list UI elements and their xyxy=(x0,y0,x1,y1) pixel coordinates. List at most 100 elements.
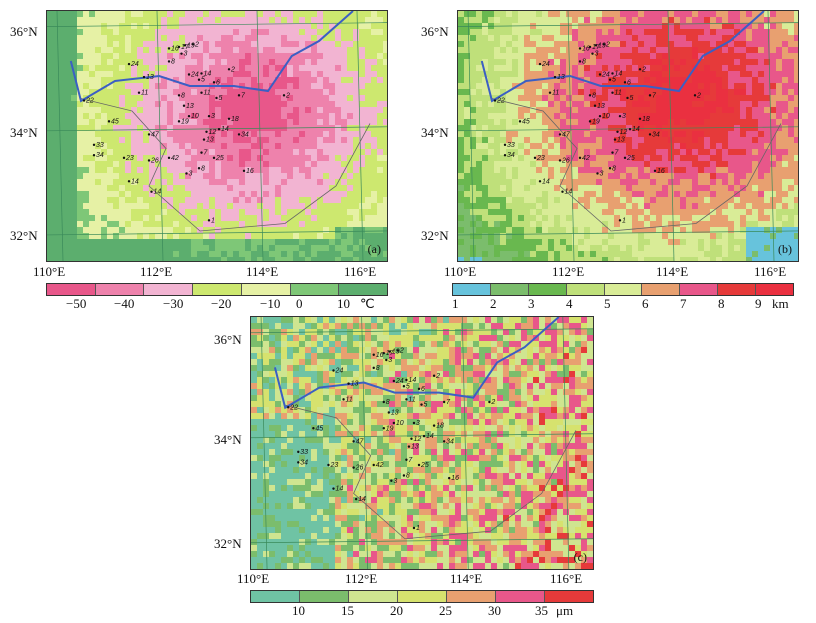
field-cell xyxy=(47,125,54,132)
field-cell xyxy=(536,161,543,168)
field-cell xyxy=(239,251,246,258)
field-cell xyxy=(530,179,537,186)
field-cell xyxy=(596,47,603,54)
station-label: 8 xyxy=(181,92,185,99)
field-cell xyxy=(752,227,759,234)
colorbar-tick: −30 xyxy=(163,296,184,311)
field-cell xyxy=(584,95,591,102)
field-cell xyxy=(173,221,180,228)
field-cell xyxy=(698,179,705,186)
field-cell xyxy=(614,89,621,96)
field-cell xyxy=(458,83,465,90)
field-cell xyxy=(173,209,180,216)
field-cell xyxy=(65,167,72,174)
field-cell xyxy=(698,245,705,252)
field-cell xyxy=(722,173,729,180)
field-cell xyxy=(488,41,495,48)
field-cell xyxy=(383,191,387,198)
field-cell xyxy=(518,149,525,156)
field-cell xyxy=(83,215,90,222)
field-cell xyxy=(782,251,789,258)
field-cell xyxy=(227,215,234,222)
field-cell xyxy=(686,251,693,258)
field-cell xyxy=(341,125,348,132)
field-cell xyxy=(251,137,258,144)
field-cell xyxy=(215,35,222,42)
field-cell xyxy=(65,11,72,18)
field-cell xyxy=(179,29,186,36)
field-cell xyxy=(716,155,723,162)
field-cell xyxy=(740,107,747,114)
field-cell xyxy=(131,227,138,234)
field-cell xyxy=(131,65,138,72)
field-cell xyxy=(77,209,84,216)
field-cell xyxy=(752,131,759,138)
field-cell xyxy=(776,47,783,54)
field-cell xyxy=(197,41,204,48)
field-cell xyxy=(530,197,537,204)
field-cell xyxy=(632,71,639,78)
field-cell xyxy=(377,53,384,60)
field-cell xyxy=(674,137,681,144)
field-cell xyxy=(131,191,138,198)
field-cell xyxy=(101,167,108,174)
field-cell xyxy=(584,23,591,30)
field-cell xyxy=(329,125,336,132)
field-cell xyxy=(764,257,771,261)
field-cell xyxy=(512,89,519,96)
field-cell xyxy=(179,251,186,258)
field-cell xyxy=(710,119,717,126)
field-cell xyxy=(524,89,531,96)
field-cell xyxy=(788,119,795,126)
field-cell xyxy=(608,17,615,24)
field-cell xyxy=(458,119,465,126)
field-cell xyxy=(638,11,645,18)
field-cell xyxy=(722,251,729,258)
field-cell xyxy=(764,251,771,258)
field-cell xyxy=(47,101,54,108)
field-cell xyxy=(149,215,156,222)
field-cell xyxy=(536,239,543,246)
field-cell xyxy=(524,173,531,180)
field-cell xyxy=(197,251,204,258)
field-cell xyxy=(488,221,495,228)
field-cell xyxy=(377,125,384,132)
field-cell xyxy=(293,119,300,126)
field-cell xyxy=(305,95,312,102)
field-cell xyxy=(239,203,246,210)
field-cell xyxy=(584,71,591,78)
field-cell xyxy=(584,101,591,108)
field-cell xyxy=(536,119,543,126)
field-cell xyxy=(728,191,735,198)
panel-b: 16 17 19 2 3 8 24 13 24 14 11 5 6 2 22 8 11 5 7 2 13 10 3 19 12 1… xyxy=(412,0,816,311)
field-cell xyxy=(59,11,66,18)
field-cell xyxy=(680,11,687,18)
field-cell xyxy=(59,245,66,252)
field-cell xyxy=(560,65,567,72)
field-cell xyxy=(365,95,372,102)
field-cell xyxy=(650,35,657,42)
colorbar-tick: −40 xyxy=(114,296,135,311)
field-cell xyxy=(83,239,90,246)
field-cell xyxy=(89,113,96,120)
field-cell xyxy=(572,53,579,60)
field-cell xyxy=(584,251,591,258)
field-cell xyxy=(494,197,501,204)
field-cell xyxy=(674,77,681,84)
field-cell xyxy=(347,251,354,258)
field-cell xyxy=(470,29,477,36)
field-cell xyxy=(119,191,126,198)
field-cell xyxy=(143,233,150,240)
field-cell xyxy=(353,167,360,174)
field-cell xyxy=(335,149,342,156)
field-cell xyxy=(722,143,729,150)
field-cell xyxy=(149,23,156,30)
field-cell xyxy=(746,233,753,240)
field-cell xyxy=(179,41,186,48)
field-cell xyxy=(530,53,537,60)
field-cell xyxy=(71,137,78,144)
field-cell xyxy=(167,65,174,72)
field-cell xyxy=(53,35,60,42)
field-cell xyxy=(239,95,246,102)
field-cell xyxy=(692,29,699,36)
